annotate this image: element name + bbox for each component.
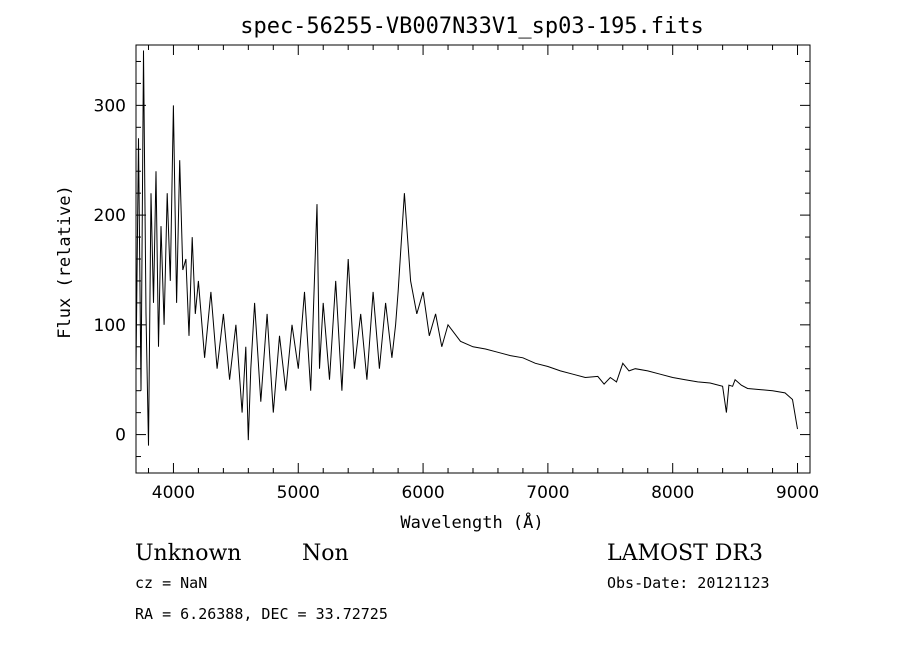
subclass-label: Non <box>302 541 349 566</box>
x-axis-label: Wavelength (Å) <box>400 511 543 533</box>
x-tick-label: 8000 <box>651 483 694 503</box>
y-tick-label: 300 <box>94 96 126 116</box>
obs-date-text: Obs-Date: 20121123 <box>607 574 770 592</box>
survey-label: LAMOST DR3 <box>607 541 763 566</box>
x-tick-label: 7000 <box>526 483 569 503</box>
y-tick-label: 100 <box>94 316 126 336</box>
redshift-text: cz = NaN <box>135 574 207 592</box>
tick-labels: 4000 5000 6000 7000 8000 9000 0 100 200 300 <box>94 96 820 503</box>
y-tick-label: 0 <box>115 426 126 446</box>
chart-title: spec-56255-VB007N33V1_sp03-195.fits <box>240 14 704 39</box>
x-tick-label: 4000 <box>152 483 195 503</box>
x-tick-label: 9000 <box>776 483 819 503</box>
x-tick-label: 6000 <box>401 483 444 503</box>
class-label: Unknown <box>135 541 241 566</box>
x-tick-label: 5000 <box>277 483 320 503</box>
series-spectrum-line <box>135 50 798 446</box>
coordinates-text: RA = 6.26388, DEC = 33.72725 <box>135 605 388 623</box>
y-tick-label: 200 <box>94 206 126 226</box>
y-axis-label: Flux (relative) <box>55 185 75 339</box>
axis-ticks <box>136 45 810 473</box>
plot-frame <box>135 44 811 474</box>
